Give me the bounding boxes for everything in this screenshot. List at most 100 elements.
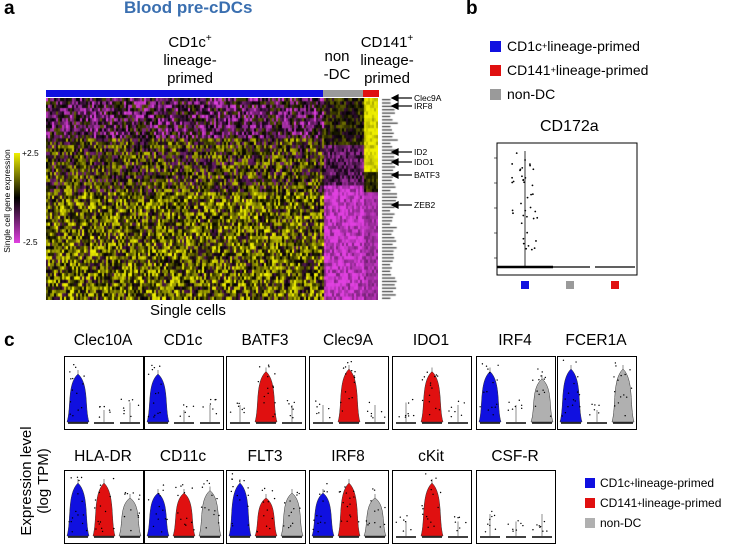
gene-label-zeb2: ZEB2 — [414, 200, 436, 210]
violin-point — [349, 514, 351, 516]
colorbar-label: Single cell gene expression — [2, 149, 12, 253]
violin-point — [98, 491, 101, 494]
violin-point — [147, 416, 150, 418]
gene-label-ido1: IDO1 — [414, 157, 434, 167]
violin-point — [494, 406, 497, 408]
violin-point — [186, 517, 188, 519]
violin-point — [271, 490, 274, 492]
violin-point — [132, 492, 134, 494]
violin-point — [137, 516, 140, 518]
violin-point — [614, 362, 617, 364]
violin-plot-ckit — [392, 470, 472, 544]
violin-point — [184, 411, 186, 414]
violin-title: Clec10A — [73, 332, 133, 349]
violin-point — [112, 477, 115, 480]
violin-point — [350, 360, 352, 363]
violin-point — [404, 414, 407, 417]
group-bar-cd1c — [46, 90, 323, 97]
violin-point — [374, 510, 376, 512]
violin-point — [71, 389, 74, 391]
violin-point — [488, 372, 491, 374]
violin-point — [491, 515, 493, 518]
violin-point — [101, 530, 104, 533]
violin-point — [353, 496, 355, 498]
violin-point — [421, 505, 423, 507]
violin-point — [567, 405, 569, 408]
violin-point — [104, 510, 107, 513]
legend-item-nondc: non-DC — [585, 516, 721, 530]
violin-point — [536, 390, 538, 392]
violin-point — [522, 524, 524, 527]
heatmap-xlabel: Single cells — [150, 302, 226, 319]
violin-point — [346, 520, 348, 523]
violin-point — [241, 408, 243, 411]
violin-title: FLT3 — [247, 448, 283, 465]
violin-point — [287, 526, 290, 529]
violin-point — [575, 361, 577, 363]
violin-point — [428, 401, 431, 403]
violin-point — [290, 406, 293, 408]
violin-point — [155, 513, 157, 515]
violin-point — [298, 492, 300, 495]
cd172a-point — [529, 163, 531, 166]
violin-point — [72, 415, 74, 417]
violin-shape — [311, 492, 335, 537]
legend-item-cd141: CD141 + lineage-primed — [585, 496, 721, 510]
violin-point — [95, 528, 97, 530]
cd172a-point — [511, 176, 513, 179]
violin-point — [406, 515, 408, 517]
violin-point — [329, 416, 331, 419]
violin-point — [160, 383, 162, 385]
violin-title: Clec9A — [323, 332, 373, 349]
cd172a-point — [535, 240, 537, 242]
violin-point — [344, 366, 347, 368]
violin-point — [179, 415, 181, 417]
violin-point — [520, 404, 523, 406]
violin-point — [120, 398, 123, 401]
violin-point — [76, 476, 79, 478]
violin-point — [159, 365, 161, 367]
violin-point — [229, 411, 232, 413]
violin-shape — [420, 371, 444, 423]
violin-point — [317, 531, 319, 533]
violin-point — [624, 373, 626, 376]
legend-item-nondc: non-DC — [490, 86, 648, 102]
violin-point — [82, 383, 84, 385]
violin-point — [366, 410, 369, 413]
violin-point — [274, 373, 276, 375]
violin-point — [395, 521, 397, 524]
violin-point — [454, 410, 456, 413]
violin-point — [217, 522, 220, 524]
violin-point — [316, 515, 318, 517]
violin-shape — [559, 368, 583, 423]
violin-point — [344, 486, 346, 488]
violin-point — [210, 398, 212, 401]
violin-point — [204, 507, 206, 509]
cd172a-point — [520, 202, 522, 205]
violin-point — [247, 494, 250, 496]
violin-point — [342, 367, 345, 369]
violin-point — [384, 416, 386, 418]
violin-point — [243, 411, 245, 414]
cd172a-point — [532, 217, 535, 220]
violin-point — [69, 413, 71, 415]
violin-point — [433, 525, 435, 527]
panel-a-title: Blood pre-cDCs — [124, 0, 253, 17]
violin-point — [68, 521, 70, 523]
violin-point — [430, 479, 433, 482]
violin-point — [578, 394, 581, 396]
violin-point — [439, 491, 442, 494]
colorbar-min: -2.5 — [23, 237, 38, 247]
violin-point — [352, 490, 355, 493]
violin-point — [124, 492, 127, 494]
violin-point — [517, 520, 519, 522]
expression-heatmap — [46, 98, 378, 300]
violin-point — [231, 522, 233, 525]
violin-point — [283, 525, 285, 527]
violin-point — [98, 523, 100, 525]
violin-point — [83, 375, 85, 377]
cd172a-point — [521, 167, 524, 169]
violin-shape — [254, 371, 278, 423]
violin-point — [624, 415, 626, 417]
violin-point — [453, 516, 456, 518]
